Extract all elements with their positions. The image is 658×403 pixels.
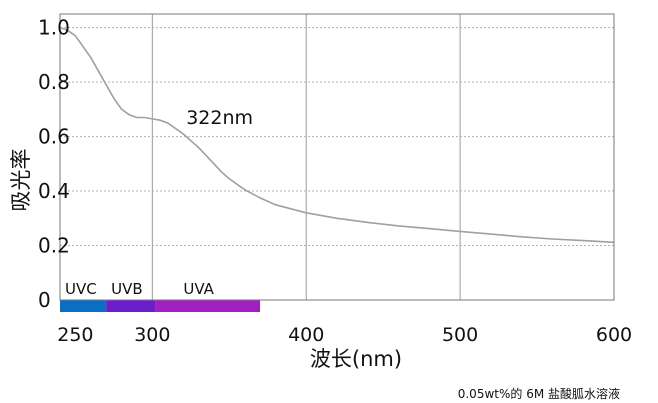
band-uvb	[106, 300, 156, 312]
band-label-uvb: UVB	[111, 280, 143, 298]
y-tick-label: 0.8	[38, 70, 70, 94]
y-tick-label: 0.2	[38, 234, 70, 258]
band-label-uvc: UVC	[65, 280, 97, 298]
y-tick-label: 0.4	[38, 179, 70, 203]
plot-frame	[59, 13, 615, 301]
x-axis-ticks: 250 300 400 500 600	[57, 324, 632, 346]
y-tick-label: 0	[38, 288, 51, 312]
y-tick-label: 1.0	[38, 16, 70, 40]
x-tick-label: 250	[57, 324, 93, 346]
peak-annotation: 322nm	[186, 107, 253, 129]
y-axis-label: 吸光率	[9, 149, 33, 212]
x-tick-label: 300	[134, 324, 170, 346]
band-uvc	[60, 300, 107, 312]
uv-bands: UVC UVB UVA	[60, 280, 261, 312]
x-tick-label: 500	[442, 324, 478, 346]
series-line-0	[59, 26, 615, 244]
band-uva	[155, 300, 261, 312]
x-axis-label: 波长(nm)	[310, 347, 402, 371]
x-tick-label: 600	[596, 324, 632, 346]
x-tick-label: 400	[288, 324, 324, 346]
caption: 0.05wt%的 6M 盐酸胍水溶液	[458, 386, 620, 401]
band-label-uva: UVA	[183, 280, 214, 298]
series-layer	[59, 26, 615, 244]
grid	[60, 14, 614, 300]
y-axis-ticks: 0 0.2 0.4 0.6 0.8 1.0	[38, 16, 70, 312]
y-tick-label: 0.6	[38, 125, 70, 149]
